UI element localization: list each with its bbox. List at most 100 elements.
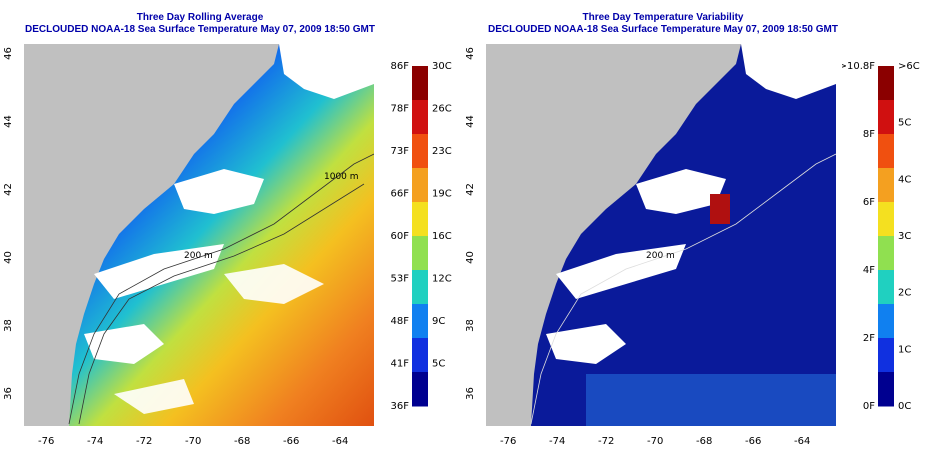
lat-tick-label: 46 [464,47,476,60]
colorbar-tick-label-f: 4F [863,265,875,276]
colorbar-segment [412,236,428,271]
colorbar-tick-label-c: >6C [898,61,920,72]
colorbar-tick-label-c: 19C [432,189,452,200]
lat-tick-label: 38 [464,319,476,332]
lon-tick-label: -70 [185,436,202,447]
contour-line [530,153,836,425]
colorbar-segment [412,372,428,407]
colorbar-tick-label-c: 5C [432,359,445,370]
lon-tick-label: -70 [647,436,664,447]
lon-tick-label: -72 [136,436,153,447]
left-title: Three Day Rolling Average DECLOUDED NOAA… [20,12,380,36]
land-mass [24,44,279,426]
colorbar-tick-label-c: 30C [432,61,452,72]
lat-tick-label: 42 [2,183,14,196]
contour-label: 1000 m [324,172,359,182]
variability-band [586,374,836,426]
colorbar-segment [878,236,894,271]
lon-tick-label: -76 [38,436,55,447]
colorbar-tick-label-f: 73F [391,146,410,157]
colorbar-segment [878,304,894,339]
lon-tick-label: -64 [794,436,811,447]
colorbar-tick-label-f: 41F [391,359,410,370]
lat-tick-label: 38 [2,319,14,332]
colorbar-tick-label-c: 9C [432,316,445,327]
lat-tick-label: 44 [2,115,14,128]
colorbar-tick-label-c: 5C [898,118,911,129]
colorbar-segment [878,202,894,237]
colorbar-tick-label-f: 78F [391,104,410,115]
lon-tick-label: -66 [283,436,300,447]
cloud-patch [636,169,726,214]
lat-tick-label: 36 [464,387,476,400]
colorbar-tick-label-f: 53F [391,274,410,285]
right-title-line1: Three Day Temperature Variability [582,12,744,23]
colorbar-segment [412,304,428,339]
lat-tick-label: 36 [2,387,14,400]
colorbar-segment [412,202,428,237]
left-title-line2: DECLOUDED NOAA-18 Sea Surface Temperatur… [25,24,375,35]
colorbar-tick-label-c: 26C [432,104,452,115]
lat-tick-label: 40 [2,251,14,264]
lat-tick-label: 44 [464,115,476,128]
colorbar-tick-label-f: 0F [863,401,875,412]
contour-label: 200 m [646,251,675,261]
colorbar-segment [412,270,428,305]
right-colorbar: >10.8F 8F 6F 4F 2F 0F >6C 5C 4C 3C 2C 1C 0C [842,61,920,412]
lon-tick-label: -74 [87,436,104,447]
colorbar-segment [878,338,894,373]
colorbar-tick-label-f: 6F [863,197,875,208]
left-colorbar: 86F 78F 73F 66F 60F 53F 48F 41F 36F 30C 26C 23C 19C 1… [391,61,452,412]
colorbar-tick-label-c: 23C [432,146,452,157]
colorbar-segment [878,270,894,305]
lon-tick-label: -64 [332,436,349,447]
cloud-patch [174,169,264,214]
lon-tick-label: -68 [234,436,251,447]
colorbar-tick-label-c: 0C [898,401,911,412]
right-title-line2: DECLOUDED NOAA-18 Sea Surface Temperatur… [488,24,838,35]
contour-line [78,183,365,425]
colorbar-tick-label-c: 1C [898,344,911,355]
colorbar-segment [878,372,894,407]
colorbar-segment [878,168,894,203]
colorbar-segment [412,100,428,135]
colorbar-tick-label-f: 66F [391,189,410,200]
right-map: 200 m [486,44,836,426]
contour-label: 200 m [184,251,213,261]
lon-tick-label: -72 [598,436,615,447]
lon-tick-label: -74 [549,436,566,447]
colorbar-segment [412,134,428,169]
land-mass [486,44,741,426]
colorbar-tick-label-f: 8F [863,129,875,140]
colorbar-segment [878,134,894,169]
colorbar-tick-label-c: 3C [898,231,911,242]
cloud-patch [546,324,626,364]
colorbar-segment [412,338,428,373]
colorbar-segment [412,168,428,203]
cloud-patch [114,379,194,414]
lat-tick-label: 40 [464,251,476,264]
cloud-patch [741,44,836,99]
lon-tick-label: -66 [745,436,762,447]
left-title-line1: Three Day Rolling Average [136,12,264,23]
colorbar-tick-label-c: 12C [432,274,452,285]
colorbar-segment [412,66,428,101]
lon-tick-label: -68 [696,436,713,447]
colorbar-tick-label-f: 60F [391,231,410,242]
contour-line [68,153,374,425]
right-title: Three Day Temperature Variability DECLOU… [478,12,848,36]
cloud-patch [224,264,324,304]
lat-tick-label: 42 [464,183,476,196]
colorbar-tick-label-f: >10.8F [842,61,875,72]
colorbar-tick-label-c: 4C [898,174,911,185]
lat-tick-label: 46 [2,47,14,60]
colorbar-tick-label-c: 16C [432,231,452,242]
colorbar-tick-label-c: 2C [898,288,911,299]
colorbar-segment [878,100,894,135]
colorbar-tick-label-f: 48F [391,316,410,327]
colorbar-tick-label-f: 86F [391,61,410,72]
colorbar-segment [878,66,894,101]
cloud-patch [279,44,374,99]
left-map: 200 m 1000 m [24,44,374,426]
colorbar-tick-label-f: 36F [391,401,410,412]
